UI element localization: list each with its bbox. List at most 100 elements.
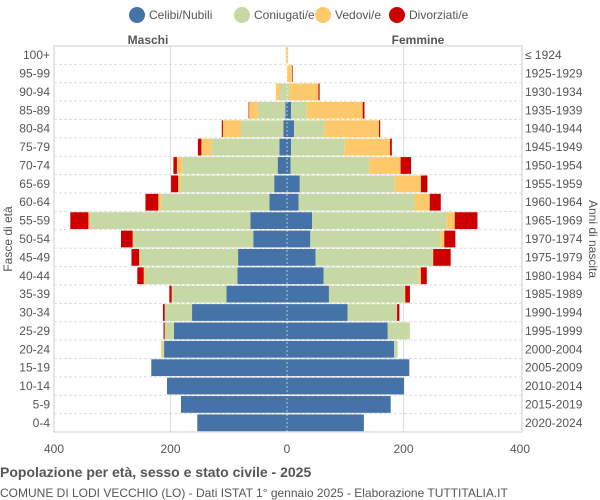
- x-tick-label: 400: [510, 442, 530, 456]
- bar-female-80-84-1: [293, 120, 325, 138]
- bar-female-85-89-2: [306, 101, 363, 119]
- bar-female-40-44-0: [287, 267, 324, 285]
- birth-year-label: 1935-1939: [525, 103, 583, 117]
- bar-male-10-14-0: [167, 377, 287, 395]
- bar-male-45-49-1: [140, 248, 239, 266]
- birth-year-label: 1965-1969: [525, 214, 583, 228]
- bar-female-70-74-0: [287, 157, 291, 174]
- bar-male-65-69-0: [274, 175, 287, 193]
- bar-male-20-24-1: [162, 340, 165, 358]
- legend-swatch-1: [234, 7, 250, 23]
- bar-female-35-39-1: [328, 285, 405, 303]
- age-label: 15-19: [19, 361, 50, 375]
- bar-male-50-54-3: [120, 230, 133, 248]
- bar-male-50-54-0: [253, 230, 287, 248]
- age-label: 50-54: [19, 232, 50, 246]
- bar-male-50-54-2: [132, 230, 134, 248]
- birth-year-label: 1990-1994: [525, 306, 583, 320]
- bar-female-15-19-0: [287, 359, 410, 377]
- plot-frame: [53, 45, 523, 433]
- bar-male-60-64-3: [145, 193, 159, 211]
- bar-female-60-64-1: [298, 193, 415, 211]
- bar-male-65-69-3: [171, 175, 179, 193]
- birth-year-label: 2010-2014: [525, 379, 583, 393]
- age-label: 95-99: [19, 67, 50, 81]
- bar-female-55-59-2: [446, 212, 455, 230]
- birth-year-label: 1970-1974: [525, 232, 583, 246]
- bar-female-45-49-3: [433, 248, 451, 266]
- bar-male-30-34-1: [164, 304, 193, 321]
- bar-female-80-84-0: [287, 120, 294, 138]
- bar-female-90-94-3: [318, 83, 320, 101]
- bar-male-40-44-2: [143, 267, 145, 285]
- birth-year-label: 1960-1964: [525, 195, 583, 209]
- bar-male-45-49-0: [238, 248, 287, 266]
- birth-year-label: 2015-2019: [525, 397, 583, 411]
- bar-female-55-59-3: [454, 212, 478, 230]
- birth-year-label: 1985-1989: [525, 287, 583, 301]
- bar-male-65-69-1: [180, 175, 275, 193]
- bar-female-85-89-1: [291, 101, 307, 119]
- legend-swatch-3: [389, 7, 405, 23]
- bar-male-35-39-0: [226, 285, 287, 303]
- bar-male-25-29-1: [164, 322, 174, 340]
- age-label: 45-49: [19, 250, 50, 264]
- bar-male-70-74-2: [176, 157, 183, 174]
- bar-female-30-34-1: [347, 304, 398, 321]
- y-axis-label-right: Anni di nascita: [586, 200, 600, 278]
- bar-male-85-89-1: [257, 101, 286, 119]
- bar-male-5-9-0: [180, 396, 287, 413]
- bar-male-60-64-2: [158, 193, 162, 211]
- bar-male-15-19-0: [151, 359, 287, 377]
- bar-female-25-29-1: [387, 322, 410, 340]
- bar-female-25-29-0: [287, 322, 388, 340]
- bar-male-100+-2: [285, 46, 287, 64]
- bar-female-30-34-3: [397, 304, 400, 321]
- bar-female-65-69-1: [299, 175, 395, 193]
- bar-female-20-24-0: [287, 340, 395, 358]
- males-label: Maschi: [128, 33, 169, 47]
- x-tick-label: 400: [44, 442, 64, 456]
- bars: [70, 46, 478, 432]
- birth-year-label: 1950-1954: [525, 158, 583, 172]
- age-label: 25-29: [19, 324, 50, 338]
- bar-female-60-64-0: [287, 193, 299, 211]
- bar-female-50-54-1: [310, 230, 441, 248]
- bar-male-75-79-1: [211, 138, 280, 156]
- age-label: 5-9: [33, 397, 51, 411]
- bar-female-80-84-2: [324, 120, 380, 138]
- bar-male-0-4-0: [197, 414, 287, 432]
- bar-female-40-44-2: [418, 267, 421, 285]
- bar-female-95-99-2: [287, 65, 293, 82]
- bar-male-75-79-3: [197, 138, 202, 156]
- age-label: 65-69: [19, 177, 50, 191]
- birth-year-label: 1975-1979: [525, 250, 583, 264]
- bar-female-65-69-3: [420, 175, 428, 193]
- bar-male-80-84-2: [222, 120, 241, 138]
- bar-male-45-49-3: [131, 248, 140, 266]
- bar-female-55-59-1: [312, 212, 447, 230]
- birth-year-label: 1995-1999: [525, 324, 583, 338]
- bar-male-20-24-0: [164, 340, 287, 358]
- age-label: 75-79: [19, 140, 50, 154]
- legend-label: Coniugati/e: [254, 8, 315, 22]
- x-axis-ticks: 400 200 0 200 400: [44, 442, 530, 456]
- bar-female-90-94-2: [289, 83, 319, 101]
- birth-year-label: 1925-1929: [525, 67, 583, 81]
- bar-female-85-89-0: [287, 101, 292, 119]
- bar-female-50-54-3: [444, 230, 456, 248]
- bar-male-70-74-0: [277, 157, 287, 174]
- birth-year-label: 1940-1944: [525, 122, 583, 136]
- legend-swatch-0: [129, 7, 145, 23]
- birth-year-label: 2020-2024: [525, 416, 583, 430]
- grid: [53, 45, 523, 433]
- bar-female-60-64-3: [429, 193, 441, 211]
- bar-female-70-74-2: [369, 157, 401, 174]
- bar-male-45-49-2: [139, 248, 141, 266]
- x-tick-label: 0: [284, 442, 291, 456]
- bar-male-65-69-2: [178, 175, 181, 193]
- bar-male-55-59-0: [250, 212, 287, 230]
- bar-female-50-54-2: [440, 230, 445, 248]
- birth-year-label: 1955-1959: [525, 177, 583, 191]
- bar-male-40-44-1: [144, 267, 238, 285]
